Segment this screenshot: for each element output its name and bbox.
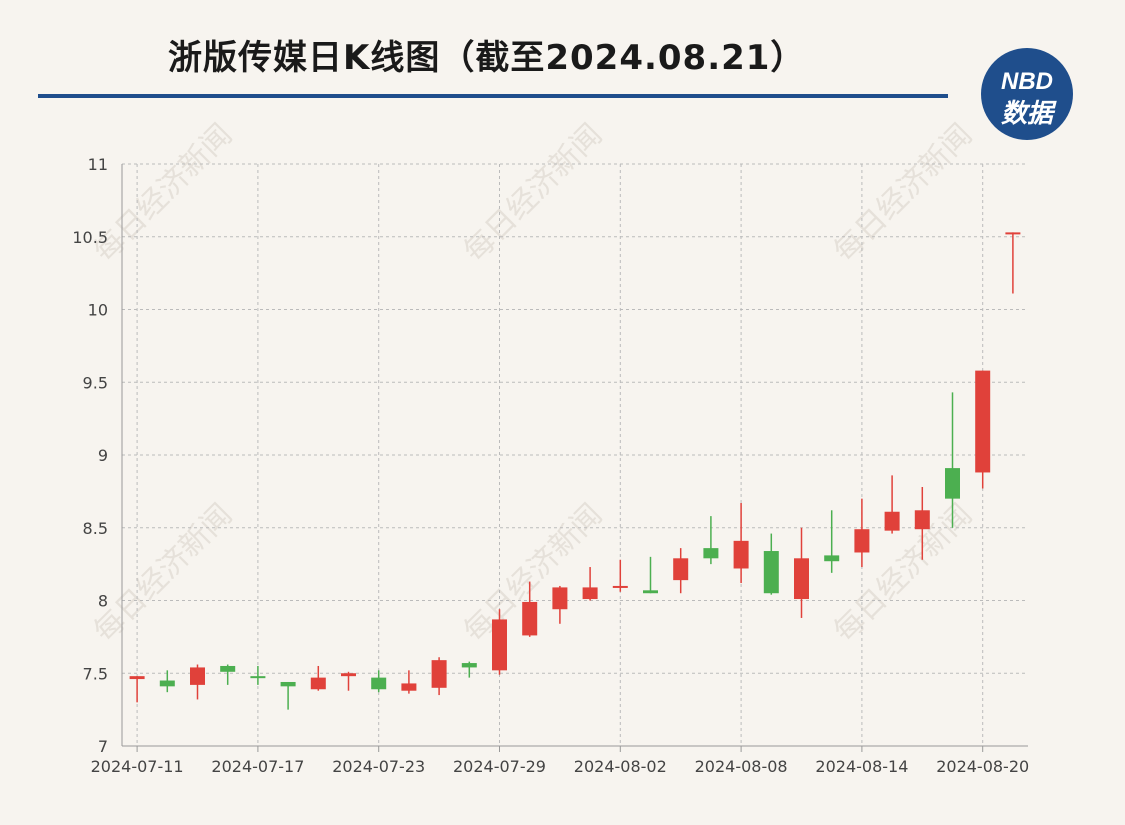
- watermark-text: 每日经济新闻: [827, 497, 979, 649]
- candle-body: [824, 555, 840, 562]
- x-tick-label: 2024-08-14: [815, 757, 908, 776]
- nbd-logo: NBD 数据: [981, 48, 1073, 140]
- candle-body: [492, 619, 507, 671]
- candle-body: [763, 551, 779, 594]
- candle-body: [280, 681, 296, 687]
- y-tick-label: 7: [98, 737, 108, 756]
- candle-body: [220, 665, 236, 672]
- logo-bottom-text: 数据: [1001, 99, 1057, 129]
- title-underline: [38, 94, 948, 98]
- y-tick-label: 9.5: [83, 373, 108, 392]
- watermark-text: 每日经济新闻: [87, 117, 239, 269]
- candle-body: [341, 673, 356, 677]
- y-tick-label: 8: [98, 592, 108, 611]
- candle-body: [522, 601, 538, 636]
- candle-body: [129, 676, 145, 680]
- watermark-text: 每日经济新闻: [827, 117, 979, 269]
- watermark-text: 每日经济新闻: [457, 117, 609, 269]
- candle-body: [612, 585, 628, 588]
- candle-body: [884, 511, 900, 531]
- candle-body: [401, 683, 417, 691]
- candle-body: [582, 587, 598, 600]
- y-tick-label: 10: [88, 301, 108, 320]
- candle-body: [552, 587, 568, 610]
- candle-body: [310, 677, 326, 690]
- candle-body: [975, 370, 991, 473]
- candle-body: [914, 510, 930, 530]
- candle-body: [371, 677, 387, 690]
- x-tick-label: 2024-07-17: [211, 757, 304, 776]
- candle-body: [1005, 232, 1021, 235]
- candle-body: [643, 590, 658, 594]
- x-tick-label: 2024-08-08: [695, 757, 788, 776]
- candle-body: [673, 558, 689, 581]
- x-tick-label: 2024-08-02: [574, 757, 667, 776]
- candle-body: [794, 558, 809, 600]
- y-tick-label: 9: [98, 446, 108, 465]
- y-tick-label: 11: [88, 155, 108, 174]
- x-tick-label: 2024-08-20: [936, 757, 1029, 776]
- candle-body: [854, 529, 870, 553]
- candle-body: [703, 548, 719, 559]
- y-tick-label: 7.5: [83, 664, 108, 683]
- candle-body: [159, 680, 175, 687]
- candle-body: [945, 468, 960, 499]
- candle-body: [733, 540, 749, 569]
- x-tick-label: 2024-07-29: [453, 757, 546, 776]
- candle-body: [190, 667, 205, 685]
- candle-body: [250, 676, 266, 679]
- logo-circle: [981, 48, 1073, 140]
- watermark-text: 每日经济新闻: [87, 497, 239, 649]
- y-tick-label: 10.5: [72, 228, 108, 247]
- candle-body: [431, 660, 447, 688]
- candle-body: [461, 663, 477, 668]
- logo-top-text: NBD: [1001, 68, 1053, 95]
- x-tick-label: 2024-07-11: [91, 757, 184, 776]
- x-tick-label: 2024-07-23: [332, 757, 425, 776]
- y-tick-label: 8.5: [83, 519, 108, 538]
- chart-title: 浙版传媒日K线图（截至2024.08.21）: [168, 38, 806, 78]
